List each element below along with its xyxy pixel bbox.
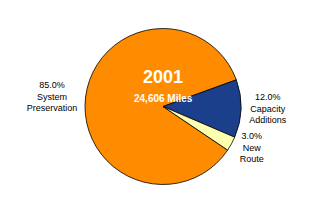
svg-text:24,606 Miles: 24,606 Miles <box>134 93 193 104</box>
svg-text:85.0%SystemPreservation: 85.0%SystemPreservation <box>27 80 78 113</box>
svg-text:2001: 2001 <box>143 67 183 87</box>
svg-text:3.0%NewRoute: 3.0%NewRoute <box>240 131 264 164</box>
svg-text:12.0%CapacityAdditions: 12.0%CapacityAdditions <box>249 92 287 125</box>
